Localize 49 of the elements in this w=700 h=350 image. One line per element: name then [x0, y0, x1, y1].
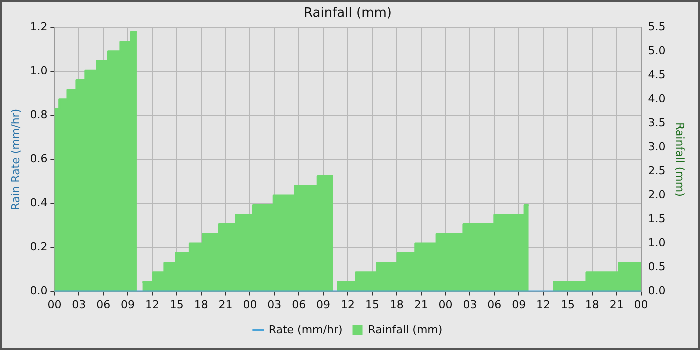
- chart-title: Rainfall (mm): [304, 6, 392, 22]
- y2-tick-label: 4.0: [648, 92, 666, 106]
- y2-tick-label: 0.0: [648, 284, 666, 298]
- y-tick-label: 0.6: [30, 152, 48, 166]
- x-tick-label: 21: [218, 298, 233, 312]
- y-axis-title: Rain Rate (mm/hr): [9, 108, 22, 211]
- x-tick-label: 12: [341, 298, 355, 312]
- x-tick-label: 12: [145, 298, 160, 312]
- x-tick-label: 06: [96, 298, 111, 312]
- y2-axis-title: Rainfall (mm): [674, 122, 687, 197]
- y2-tick-label: 4.5: [648, 68, 666, 82]
- x-tick-label: 18: [390, 298, 404, 312]
- x-tick-label: 15: [170, 298, 184, 312]
- y2-tick-label: 1.0: [648, 236, 666, 250]
- y-tick-label: 0.8: [30, 108, 48, 122]
- x-tick-label: 03: [72, 298, 86, 312]
- x-tick-label: 18: [585, 298, 600, 312]
- y2-tick-label: 3.0: [648, 140, 666, 154]
- y-tick-label: 1.2: [30, 20, 48, 34]
- y-tick-label: 1.0: [30, 64, 48, 78]
- x-tick-label: 03: [268, 298, 282, 312]
- x-tick-label: 12: [536, 298, 551, 312]
- x-tick-label: 00: [438, 298, 453, 312]
- x-tick-label: 21: [610, 298, 624, 312]
- y2-tick-label: 3.5: [648, 116, 666, 130]
- x-tick-label: 09: [121, 298, 136, 312]
- legend-label: Rainfall (mm): [368, 323, 443, 336]
- x-tick-label: 15: [365, 298, 380, 312]
- x-tick-label: 09: [316, 298, 331, 312]
- y2-tick-label: 5.5: [648, 20, 666, 34]
- x-tick-label: 21: [414, 298, 428, 312]
- y2-tick-label: 5.0: [648, 44, 666, 58]
- legend-label: Rate (mm/hr): [268, 323, 343, 336]
- y-tick-label: 0.2: [30, 240, 48, 254]
- x-tick-label: 06: [488, 298, 502, 312]
- x-tick-label: 15: [560, 298, 575, 312]
- x-tick-label: 00: [48, 298, 62, 312]
- x-tick-label: 03: [463, 298, 478, 312]
- x-tick-label: 18: [194, 298, 208, 312]
- x-tick-label: 06: [292, 298, 306, 312]
- x-tick-label: 00: [634, 298, 648, 312]
- y2-tick-label: 1.5: [648, 212, 666, 226]
- y2-tick-label: 2.5: [648, 164, 666, 178]
- x-tick-label: 00: [243, 298, 258, 312]
- y2-tick-label: 0.5: [648, 260, 666, 274]
- x-tick-label: 09: [512, 298, 526, 312]
- y-tick-label: 0.4: [30, 196, 48, 210]
- y2-tick-label: 2.0: [648, 188, 666, 202]
- y-tick-label: 0.0: [30, 284, 48, 298]
